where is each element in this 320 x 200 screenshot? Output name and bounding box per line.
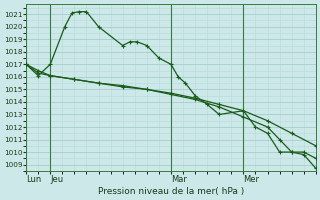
X-axis label: Pression niveau de la mer( hPa ): Pression niveau de la mer( hPa ) <box>98 187 244 196</box>
